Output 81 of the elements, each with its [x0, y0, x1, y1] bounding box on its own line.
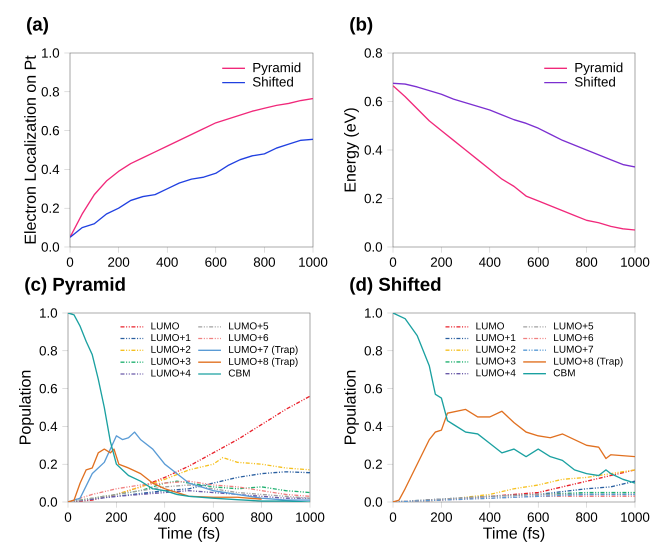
x-tick-label: 0 [390, 257, 396, 267]
x-tick-label: 400 [478, 257, 500, 267]
legend-label: LUMO+7 (Trap) [229, 346, 298, 355]
y-tick-label: 0.6 [40, 384, 58, 394]
x-tick-label: 1000 [621, 257, 650, 267]
y-axis-title: Population [19, 370, 34, 444]
chart-title: (b) [350, 17, 372, 34]
y-tick-label: 0.0 [42, 242, 60, 252]
y-tick-label: 0.8 [364, 346, 382, 356]
x-axis-title: Time (fs) [483, 526, 544, 542]
legend-label: Shifted [574, 76, 615, 87]
y-axis-title: Population [344, 370, 359, 444]
legend-label: LUMO+1 [151, 334, 190, 342]
y-tick-label: 0.2 [42, 203, 59, 213]
y-tick-label: 0.2 [364, 194, 382, 204]
y-tick-label: 0.4 [364, 422, 382, 432]
legend-label: Shifted [252, 76, 293, 87]
y-tick-label: 0.0 [40, 497, 58, 507]
y-tick-label: 0.0 [364, 497, 382, 507]
y-tick-label: 0.6 [42, 126, 60, 136]
y-tick-label: 0.6 [364, 384, 382, 394]
x-tick-label: 800 [576, 512, 598, 522]
y-tick-label: 1.0 [365, 308, 382, 318]
legend-label: LUMO+8 (Trap) [229, 358, 298, 367]
x-tick-label: 0 [66, 257, 74, 267]
x-tick-label: 0 [64, 512, 72, 522]
legend-label: LUMO+8 (Trap) [554, 357, 623, 367]
x-tick-label: 400 [154, 512, 176, 522]
chart-title: (a) [27, 17, 48, 34]
legend-label: LUMO+6 [554, 334, 594, 342]
x-tick-label: 600 [528, 512, 549, 522]
x-tick-label: 800 [254, 257, 276, 267]
x-tick-label: 200 [108, 257, 130, 267]
y-tick-label: 0.2 [364, 459, 382, 469]
legend-label: LUMO+6 [229, 334, 268, 342]
y-tick-label: 0.8 [364, 48, 382, 58]
legend-label: LUMO+5 [229, 322, 268, 330]
legend-label: Pyramid [575, 62, 622, 75]
x-axis-title: Time (fs) [158, 526, 220, 542]
legend-label: Pyramid [253, 62, 300, 75]
legend-label: LUMO+2 [151, 346, 190, 353]
x-tick-label: 200 [430, 257, 452, 267]
x-tick-label: 1000 [299, 257, 328, 267]
legend-label: LUMO+1 [476, 334, 516, 342]
legend-label: LUMO+3 [151, 358, 190, 365]
legend-label: LUMO [151, 322, 179, 330]
legend-label: LUMO+7 [554, 346, 594, 353]
legend-label: LUMO+5 [554, 322, 594, 330]
y-tick-label: 0.8 [40, 346, 58, 356]
x-tick-label: 400 [478, 512, 500, 522]
legend-label: LUMO+4 [476, 369, 516, 376]
legend-label: LUMO+3 [476, 357, 516, 365]
legend-label: CBM [554, 369, 575, 376]
y-tick-label: 1.0 [42, 48, 60, 58]
chart-title: (c) Pyramid [25, 277, 125, 295]
legend-label: CBM [228, 369, 250, 377]
x-tick-label: 600 [202, 512, 224, 522]
x-tick-label: 200 [430, 512, 452, 522]
legend-label: LUMO [476, 322, 504, 330]
legend-label: LUMO+4 [151, 369, 191, 377]
y-axis-title: Electron Localization on Pt [24, 55, 36, 244]
chart-title: (d) Shifted [350, 277, 440, 295]
x-tick-label: 200 [106, 512, 128, 522]
y-axis-title: Energy (eV) [344, 108, 359, 192]
y-tick-label: 0.2 [40, 459, 57, 469]
x-tick-label: 0 [390, 512, 396, 522]
x-tick-label: 1000 [621, 512, 650, 522]
x-tick-label: 600 [205, 257, 226, 267]
x-tick-label: 600 [528, 257, 549, 267]
y-tick-label: 1.0 [40, 308, 58, 318]
x-tick-label: 1000 [296, 512, 324, 522]
y-tick-label: 0.4 [42, 164, 60, 174]
x-tick-label: 800 [251, 512, 272, 522]
y-tick-label: 0.4 [40, 422, 58, 432]
y-tick-label: 0.8 [42, 87, 60, 97]
y-tick-label: 0.0 [364, 242, 382, 252]
y-tick-label: 0.4 [364, 145, 382, 155]
x-tick-label: 400 [156, 257, 178, 267]
x-tick-label: 800 [576, 257, 598, 267]
y-tick-label: 0.6 [364, 96, 382, 106]
legend-label: LUMO+2 [476, 346, 516, 353]
